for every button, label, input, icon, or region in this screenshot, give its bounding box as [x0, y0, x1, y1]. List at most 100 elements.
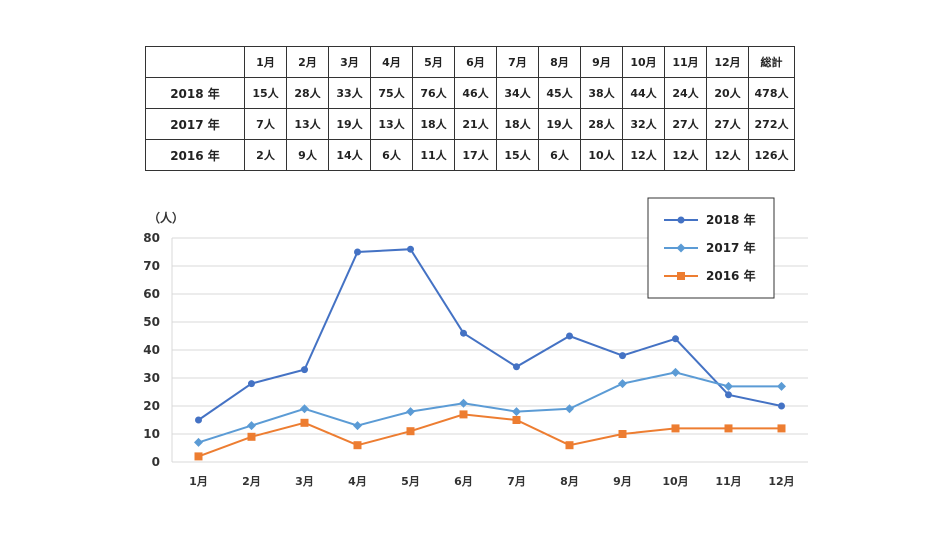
- data-point-marker: [565, 404, 574, 414]
- table-row-year: 2017 年: [145, 108, 245, 140]
- data-point-marker: [671, 424, 680, 433]
- data-point-marker: [724, 381, 733, 391]
- table-cell: 27人: [664, 108, 707, 140]
- y-tick-label: 50: [143, 315, 160, 329]
- table-cell: 2人: [244, 139, 287, 171]
- table-cell: 45人: [538, 77, 581, 109]
- table-cell: 9人: [286, 139, 329, 171]
- series-lines: [194, 245, 786, 461]
- data-point-marker: [618, 379, 627, 389]
- table-cell: 75人: [370, 77, 413, 109]
- y-axis-ticks: 0 10 20 30 40 50 60 70 80: [143, 231, 160, 469]
- table-header-cell: 総計: [748, 46, 795, 78]
- table-cell: 6人: [538, 139, 581, 171]
- table-row-year: 2016 年: [145, 139, 245, 171]
- y-tick-label: 40: [143, 343, 160, 357]
- legend-entry: 2016 年: [664, 268, 756, 283]
- table-cell: 13人: [286, 108, 329, 140]
- table-cell: 28人: [580, 108, 623, 140]
- series-line: [198, 413, 782, 458]
- data-point-marker: [300, 404, 309, 414]
- data-point-marker: [618, 430, 627, 438]
- table-cell: 76人: [412, 77, 455, 109]
- data-point-marker: [672, 335, 679, 343]
- data-point-marker: [619, 352, 626, 360]
- data-point-marker: [725, 391, 732, 399]
- table-cell: 15人: [496, 139, 539, 171]
- y-tick-label: 60: [143, 287, 160, 301]
- table-header-cell: 9月: [580, 46, 623, 78]
- data-point-marker: [565, 441, 574, 450]
- y-axis-unit-label: （人）: [148, 210, 184, 225]
- table-cell: 34人: [496, 77, 539, 109]
- table-cell: 6人: [370, 139, 413, 171]
- data-point-marker: [778, 402, 785, 410]
- legend-label: 2016 年: [706, 268, 756, 283]
- table-cell: 33人: [328, 77, 371, 109]
- y-tick-label: 0: [152, 455, 160, 469]
- x-tick-label: 8月: [560, 475, 579, 488]
- data-point-marker: [406, 427, 415, 436]
- data-table: 1月 2月 3月 4月 5月 6月 7月 8月 9月 10月 11月 12月 総計 2018 年 15人 2…: [145, 46, 795, 171]
- data-point-marker: [676, 243, 686, 253]
- table-header-cell: 10月: [622, 46, 665, 78]
- data-point-marker: [407, 245, 414, 253]
- table-cell: 14人: [328, 139, 371, 171]
- data-point-marker: [195, 416, 202, 424]
- x-tick-label: 3月: [295, 475, 314, 488]
- legend-label: 2017 年: [706, 240, 756, 255]
- y-tick-label: 30: [143, 371, 160, 385]
- data-point-marker: [671, 367, 680, 377]
- data-point-marker: [194, 437, 203, 447]
- data-point-marker: [194, 452, 203, 461]
- x-tick-label: 6月: [454, 475, 473, 488]
- data-point-marker: [300, 418, 309, 427]
- table-cell: 7人: [244, 108, 287, 140]
- data-point-marker: [460, 329, 467, 337]
- table-header-cell: 6月: [454, 46, 497, 78]
- table-cell: 38人: [580, 77, 623, 109]
- x-tick-label: 7月: [507, 475, 526, 488]
- y-tick-label: 20: [143, 399, 160, 413]
- table-cell: 19人: [328, 108, 371, 140]
- data-point-marker: [247, 432, 256, 441]
- data-point-marker: [406, 407, 415, 417]
- x-tick-label: 12月: [768, 475, 794, 488]
- y-tick-label: 80: [143, 231, 160, 245]
- table-cell: 44人: [622, 77, 665, 109]
- series-0: [195, 245, 785, 424]
- table-cell: 24人: [664, 77, 707, 109]
- table-header-row: 1月 2月 3月 4月 5月 6月 7月 8月 9月 10月 11月 12月 総計: [145, 46, 795, 78]
- data-point-marker: [513, 363, 520, 371]
- x-tick-label: 9月: [613, 475, 632, 488]
- y-tick-label: 10: [143, 427, 160, 441]
- x-tick-label: 1月: [189, 475, 208, 488]
- legend: 2018 年 2017 年 2016 年: [647, 197, 775, 299]
- x-tick-label: 2月: [242, 475, 261, 488]
- series-line: [198, 371, 782, 444]
- legend-entry: 2017 年: [664, 240, 756, 255]
- data-point-marker: [301, 366, 308, 374]
- data-point-marker: [353, 421, 362, 431]
- table-cell: 18人: [496, 108, 539, 140]
- x-tick-label: 4月: [348, 475, 367, 488]
- data-point-marker: [459, 410, 468, 419]
- series-2: [194, 410, 786, 461]
- x-tick-label: 5月: [401, 475, 420, 488]
- series-line: [197, 248, 782, 421]
- data-point-marker: [677, 216, 685, 224]
- y-tick-label: 70: [143, 259, 160, 273]
- series-1: [194, 367, 786, 447]
- table-cell: 21人: [454, 108, 497, 140]
- table-cell: 17人: [454, 139, 497, 171]
- data-point-marker: [777, 381, 786, 391]
- table-cell: 272人: [748, 108, 795, 140]
- data-point-marker: [512, 416, 521, 424]
- x-axis-ticks: 1月 2月 3月 4月 5月 6月 7月 8月 9月 10月 11月 12月: [189, 475, 794, 488]
- data-point-marker: [724, 424, 733, 433]
- table-cell: 20人: [706, 77, 749, 109]
- table-cell: 478人: [748, 77, 795, 109]
- table-header-cell: 3月: [328, 46, 371, 78]
- data-point-marker: [566, 332, 573, 340]
